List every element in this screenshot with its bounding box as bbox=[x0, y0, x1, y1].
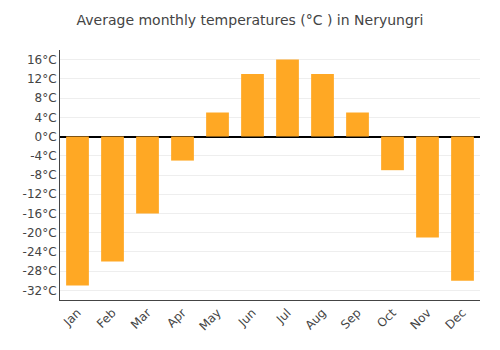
svg-text:8°C: 8°C bbox=[35, 91, 57, 105]
svg-text:0°C: 0°C bbox=[35, 130, 57, 144]
svg-text:May: May bbox=[196, 306, 223, 333]
svg-text:Feb: Feb bbox=[94, 306, 119, 331]
svg-text:Sep: Sep bbox=[338, 306, 364, 332]
svg-text:-4°C: -4°C bbox=[30, 149, 56, 163]
svg-text:Aug: Aug bbox=[302, 306, 328, 332]
svg-text:16°C: 16°C bbox=[27, 53, 57, 67]
svg-text:12°C: 12°C bbox=[27, 72, 57, 86]
svg-text:Mar: Mar bbox=[128, 306, 154, 332]
svg-text:-24°C: -24°C bbox=[23, 245, 57, 259]
svg-text:-32°C: -32°C bbox=[23, 284, 57, 298]
svg-text:-16°C: -16°C bbox=[23, 207, 57, 221]
svg-text:-28°C: -28°C bbox=[23, 264, 57, 278]
svg-text:-12°C: -12°C bbox=[23, 187, 57, 201]
svg-text:Jul: Jul bbox=[273, 306, 294, 327]
svg-text:Jun: Jun bbox=[235, 306, 259, 330]
svg-text:4°C: 4°C bbox=[35, 111, 57, 125]
svg-text:Nov: Nov bbox=[407, 306, 433, 332]
svg-text:Jan: Jan bbox=[60, 306, 84, 330]
svg-text:-20°C: -20°C bbox=[23, 226, 57, 240]
svg-text:-8°C: -8°C bbox=[30, 168, 56, 182]
svg-text:Dec: Dec bbox=[443, 306, 469, 332]
svg-text:Apr: Apr bbox=[164, 306, 189, 331]
svg-text:Average monthly temperatures (: Average monthly temperatures (°C ) in Ne… bbox=[77, 12, 424, 28]
svg-text:Oct: Oct bbox=[374, 306, 399, 331]
